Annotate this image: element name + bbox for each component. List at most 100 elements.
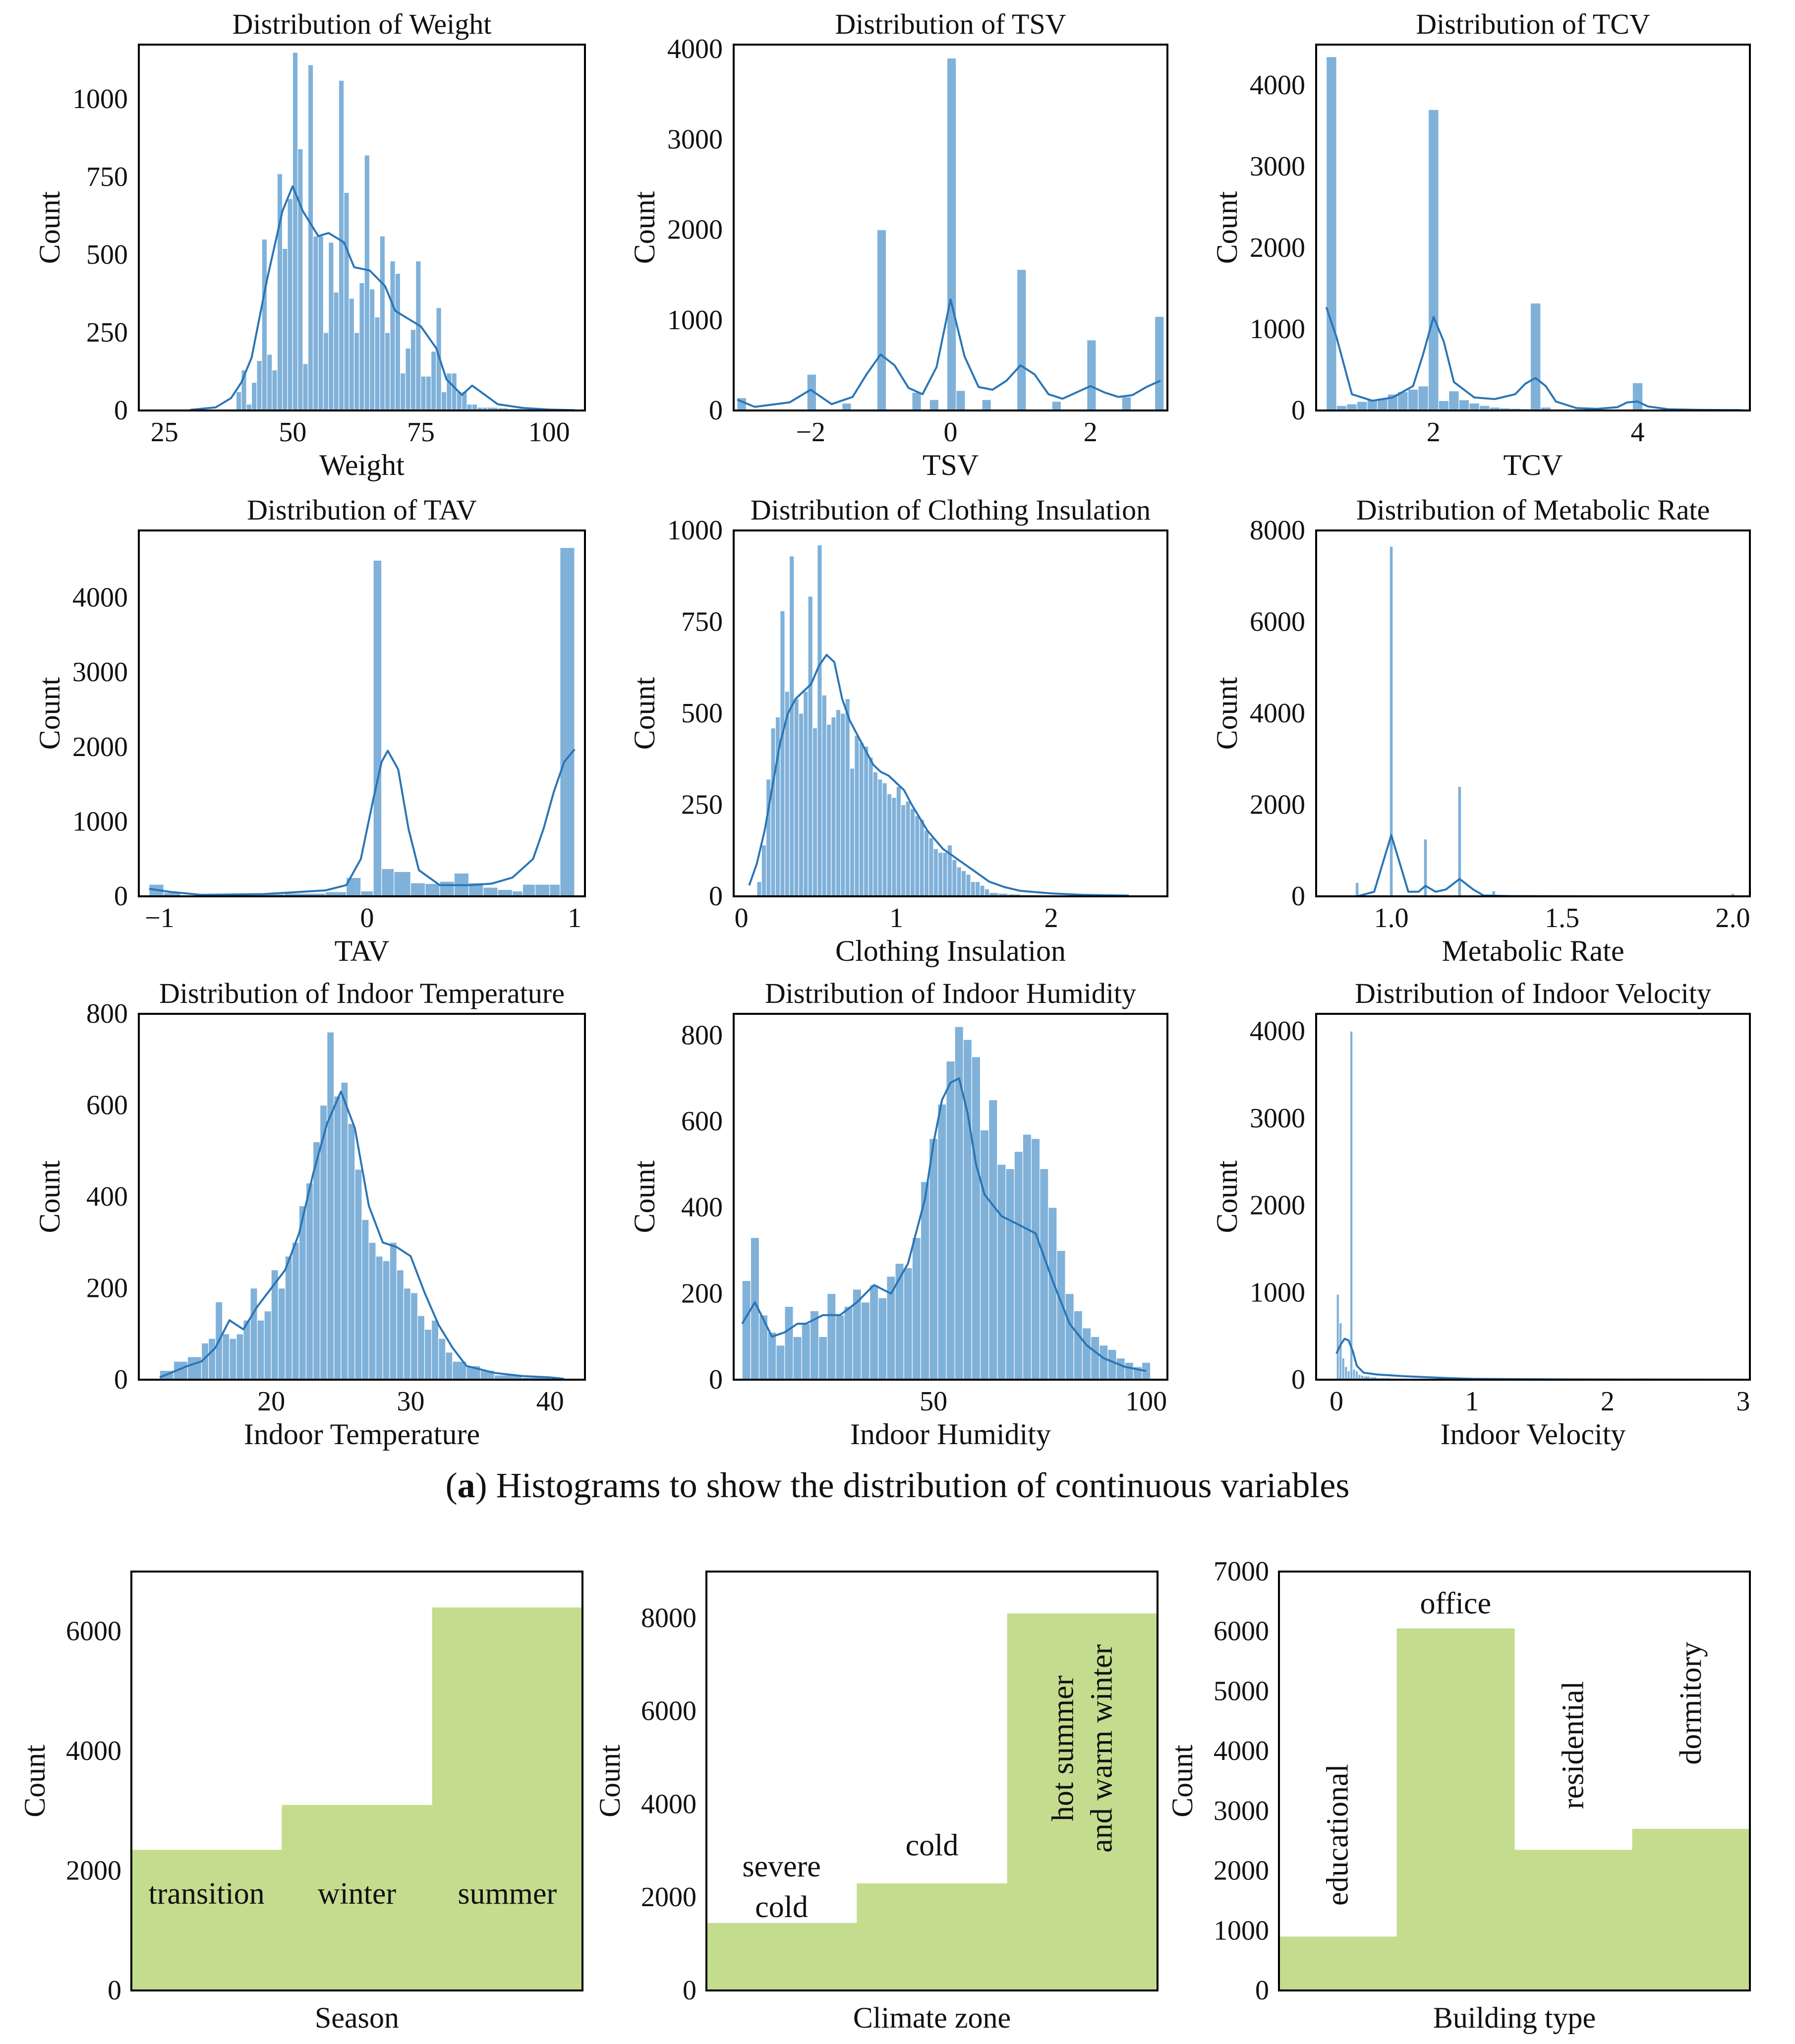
chart-title: Distribution of TSV: [835, 8, 1066, 40]
x-axis-label: Clothing Insulation: [835, 934, 1066, 967]
metabolic-axes-frame: [1315, 529, 1751, 897]
histogram-bar: [1051, 401, 1062, 410]
histogram-bar: [896, 786, 902, 896]
histogram-bar: [560, 547, 575, 896]
x-tick-label: 0: [944, 417, 958, 448]
histogram-bar: [818, 1336, 828, 1380]
y-tick-label: 0: [114, 1364, 128, 1395]
histogram-bar: [410, 329, 416, 410]
histogram-bar: [241, 369, 247, 410]
kde-curve: [1335, 1338, 1743, 1380]
y-tick-label: 500: [86, 239, 128, 270]
histogram-bar: [1107, 1349, 1117, 1380]
y-tick-label: 600: [681, 1106, 723, 1137]
histogram-bar: [1031, 1138, 1041, 1380]
y-axis-label: Count: [1211, 1160, 1243, 1233]
histogram-bar: [312, 1141, 321, 1380]
y-tick-label: 2000: [667, 215, 723, 245]
y-tick-label: 800: [86, 998, 128, 1029]
histogram-bar: [1423, 839, 1428, 896]
building-axes-frame: [1278, 1571, 1751, 1991]
histogram-bar: [1540, 407, 1552, 410]
tsv-plot-area: [737, 58, 1164, 410]
x-tick-label: 50: [920, 1386, 947, 1417]
histogram-bar: [980, 1129, 989, 1380]
histogram-bar: [803, 691, 809, 896]
y-tick-label: 4000: [66, 1736, 121, 1766]
histogram-bar: [1048, 1207, 1057, 1380]
histogram-bar: [868, 757, 873, 896]
x-axis-label: Weight: [319, 449, 405, 481]
x-tick-label: 2.0: [1716, 903, 1750, 934]
histogram-bar: [933, 848, 939, 896]
histogram-bar: [256, 360, 262, 410]
histogram-bar: [381, 868, 395, 896]
y-tick-label: 2000: [1250, 233, 1305, 263]
histogram-bar: [1428, 109, 1439, 410]
histogram-bar: [297, 148, 303, 410]
histogram-bar: [431, 1320, 439, 1380]
x-tick-label: 2: [1044, 903, 1058, 934]
chart-title: Distribution of Metabolic Rate: [1356, 494, 1710, 526]
histogram-bar: [1349, 1031, 1353, 1380]
histogram-bar: [869, 1285, 879, 1380]
category-label: and warm winter: [1085, 1644, 1118, 1852]
histogram-bar: [305, 1182, 314, 1380]
y-axis-label: Count: [593, 1745, 626, 1817]
histogram-bar: [937, 1104, 947, 1380]
kde-curve: [1316, 834, 1733, 896]
metabolic-plot-area: [1316, 546, 1735, 896]
histogram-bar: [549, 884, 561, 896]
category-label: residential: [1557, 1681, 1590, 1809]
x-tick-label: 1.5: [1545, 903, 1579, 934]
x-tick-label: −1: [145, 903, 174, 934]
category-label: severe: [742, 1850, 820, 1883]
histogram-bar: [984, 888, 990, 896]
histogram-bar: [272, 369, 278, 410]
y-tick-label: 400: [681, 1192, 723, 1223]
histogram-bar: [369, 289, 375, 410]
velocity-plot-area: [1335, 1031, 1743, 1380]
histogram-bar: [438, 1338, 446, 1380]
histogram-bar: [364, 155, 370, 410]
histogram-bar: [988, 1100, 998, 1380]
histogram-bar: [285, 1256, 292, 1380]
humidity-plot-area: [741, 1026, 1151, 1380]
histogram-bar: [793, 1336, 802, 1380]
y-tick-label: 2000: [1214, 1856, 1269, 1886]
kde-curve: [737, 298, 1161, 408]
y-tick-label: 3000: [72, 657, 128, 688]
histogram-bar: [235, 391, 242, 410]
histogram-bar: [882, 782, 887, 896]
x-tick-label: 100: [528, 417, 570, 448]
histogram-bar: [1090, 1336, 1100, 1380]
histogram-bar: [318, 235, 324, 410]
histogram-bar: [403, 1287, 411, 1380]
histogram-bar: [1458, 400, 1470, 410]
histogram-bar: [287, 198, 293, 410]
x-axis-label: Season: [315, 2001, 399, 2034]
histogram-bar: [405, 348, 411, 410]
histogram-bar: [1530, 302, 1541, 410]
weight-axes-frame: [138, 44, 586, 411]
x-axis-label: Indoor Velocity: [1441, 1418, 1626, 1451]
category-bar: [1514, 1850, 1632, 1990]
histogram-bar: [368, 1242, 376, 1380]
histogram-bar: [956, 867, 962, 896]
histogram-bar: [522, 884, 536, 896]
histogram-bar: [966, 874, 971, 896]
y-tick-label: 8000: [641, 1603, 696, 1634]
y-tick-label: 2000: [1250, 790, 1305, 820]
y-tick-label: 0: [114, 395, 128, 426]
x-tick-label: 4: [1631, 417, 1645, 448]
histogram-bar: [1040, 1168, 1049, 1380]
histogram-bar: [384, 332, 391, 410]
temperature-chart: Distribution of Indoor Temperature 20 30 40…: [33, 977, 586, 1451]
histogram-bar: [1121, 397, 1132, 410]
x-tick-label: 2: [1601, 1386, 1615, 1417]
histogram-bar: [821, 695, 827, 896]
y-tick-label: 0: [709, 395, 723, 426]
histogram-bar: [886, 793, 892, 896]
